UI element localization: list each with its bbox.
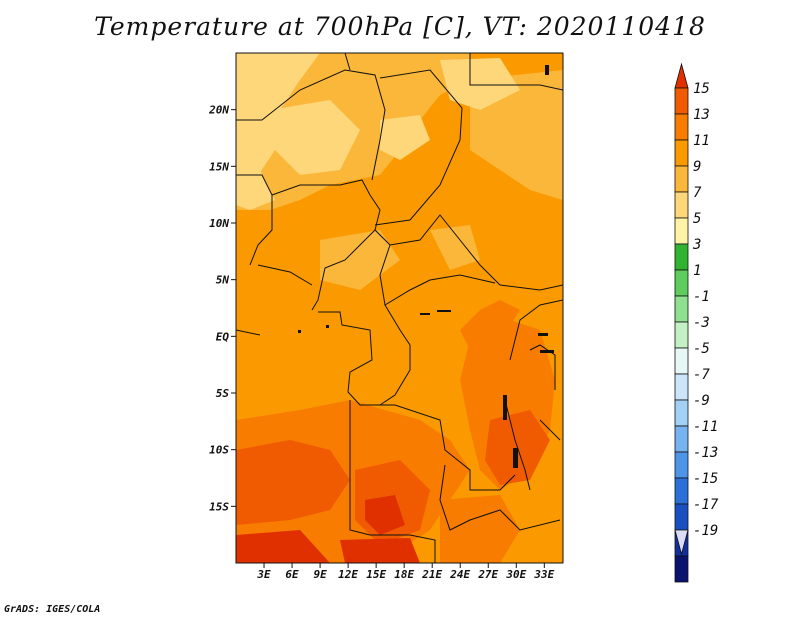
lon-tick-label: 30E — [505, 568, 526, 581]
lat-tick-label: EQ — [216, 330, 230, 343]
lon-tick-label: 24E — [449, 568, 470, 581]
lon-tick-label: 15E — [366, 568, 386, 581]
lon-tick-label: 21E — [421, 568, 442, 581]
colorbar-label: 1 — [693, 263, 701, 279]
colorbar-box — [674, 87, 689, 115]
colorbar-label: 15 — [693, 81, 710, 97]
colorbar-label: -9 — [693, 393, 710, 409]
colorbar-label: 5 — [693, 211, 701, 227]
colorbar-box — [674, 217, 689, 245]
colorbar-box — [674, 399, 689, 427]
chart-title: Temperature at 700hPa [C], VT: 202011041… — [94, 12, 706, 41]
colorbar-bottom-arrow — [674, 529, 689, 556]
lat-tick-label: 10N — [209, 217, 229, 230]
lon-tick-label: 18E — [394, 568, 414, 581]
colorbar-box — [674, 451, 689, 479]
colorbar-box — [674, 243, 689, 271]
colorbar-label: 7 — [693, 185, 702, 201]
lat-tick-label: 15N — [209, 160, 229, 173]
colorbar-box — [674, 139, 689, 167]
credit-label: GrADS: IGES/COLA — [4, 604, 101, 615]
lat-tick-label: 5N — [216, 274, 230, 287]
colorbar-box — [674, 477, 689, 505]
longitude-ticks: 3E 6E 9E 12E 15E 18E 21E 24E 27E 30E 33E — [256, 563, 555, 581]
colorbar-box — [674, 425, 689, 453]
lat-tick-label: 10S — [209, 444, 229, 457]
colorbar-label: -3 — [693, 315, 710, 331]
lon-tick-label: 3E — [256, 568, 271, 581]
colorbar-label: -19 — [693, 523, 718, 539]
colorbar-top-arrow — [674, 62, 689, 89]
colorbar-label: -1 — [693, 289, 710, 305]
colorbar-label: 3 — [692, 237, 701, 253]
colorbar-box — [674, 295, 689, 323]
colorbar-label: -7 — [693, 367, 710, 383]
colorbar-label: 9 — [693, 159, 701, 175]
latitude-ticks: 20N 15N 10N 5N EQ 5S 10S 15S — [208, 104, 236, 513]
colorbar-box — [674, 191, 689, 219]
colorbar-label: -5 — [693, 341, 710, 357]
lakes — [298, 65, 554, 468]
lon-tick-label: 12E — [338, 568, 358, 581]
temperature-field — [236, 53, 563, 563]
colorbar-label: -11 — [693, 419, 718, 435]
colorbar-label: -15 — [693, 471, 718, 487]
lat-tick-label: 5S — [216, 387, 230, 400]
country-borders — [236, 53, 563, 563]
lat-tick-label: 15S — [209, 500, 229, 513]
colorbar-box — [674, 555, 689, 583]
lon-tick-label: 6E — [285, 568, 299, 581]
colorbar-box — [674, 165, 689, 193]
colorbar-label: 11 — [693, 133, 710, 149]
colorbar-label: -13 — [693, 445, 718, 461]
colorbar-box — [674, 503, 689, 531]
lon-tick-label: 27E — [477, 568, 498, 581]
lat-tick-label: 20N — [208, 104, 229, 117]
colorbar-box — [674, 373, 689, 401]
lon-tick-label: 33E — [533, 568, 554, 581]
colorbar-box — [674, 347, 689, 375]
colorbar-label: -17 — [693, 497, 719, 513]
lon-tick-label: 9E — [313, 568, 327, 581]
colorbar-box — [674, 113, 689, 141]
colorbar-box — [674, 269, 689, 297]
colorbar-label: 13 — [693, 107, 710, 123]
colorbar-box — [674, 321, 689, 349]
map-frame — [235, 52, 564, 564]
colorbar: 15 13 11 9 7 5 3 1 -1 -3 -5 -7 -9 -11 -13 -15 -17 -19 — [674, 62, 719, 583]
